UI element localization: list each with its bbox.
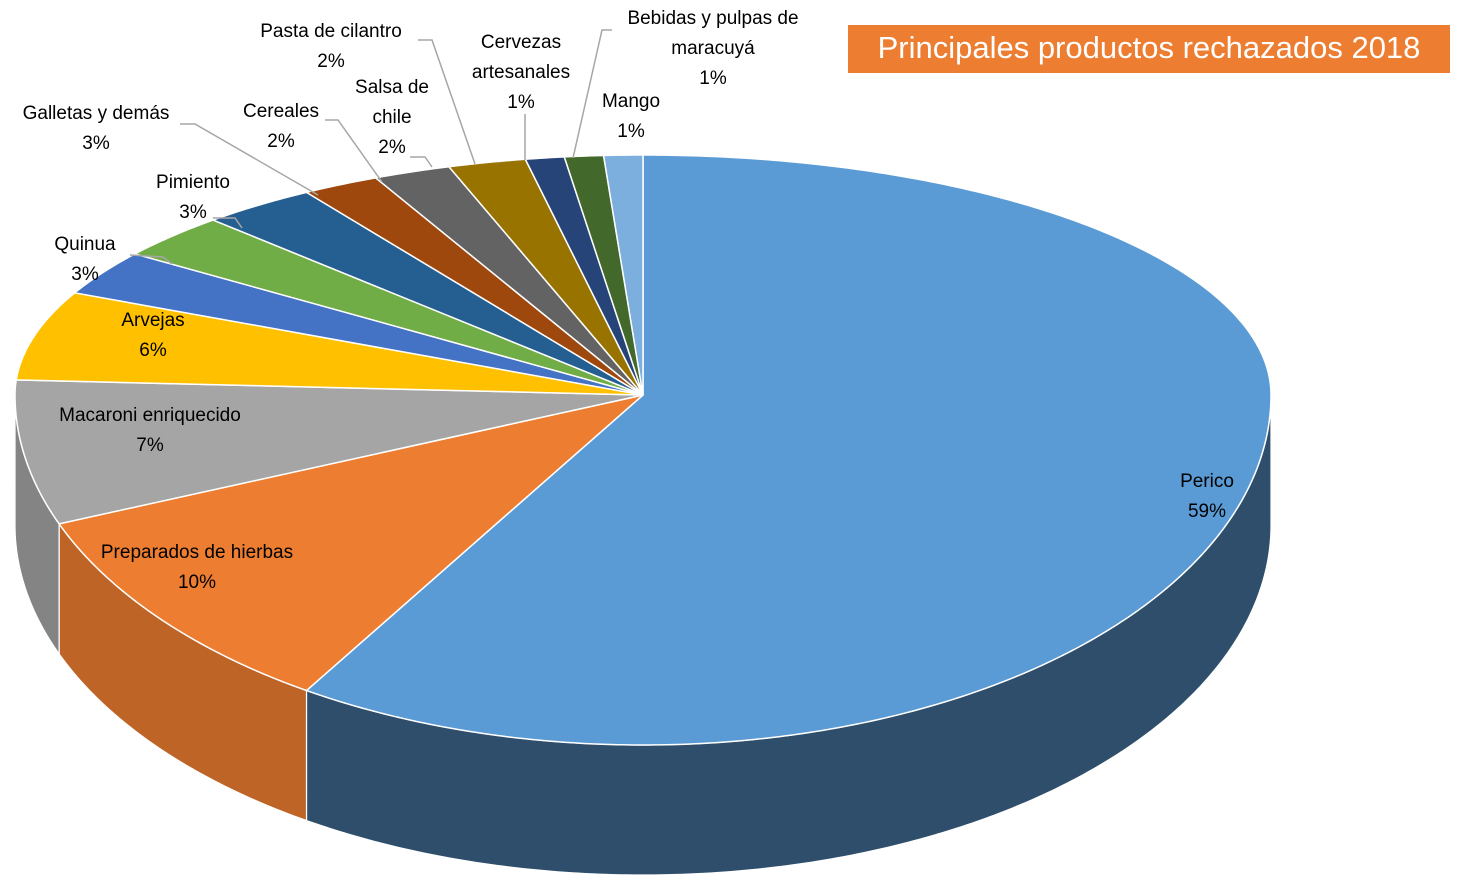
slice — [447, 158, 644, 396]
slice-value-label: 1% — [617, 121, 645, 142]
leader-line — [180, 123, 319, 196]
slice-label: Pasta de cilantro — [260, 21, 402, 42]
slice-label: Mango — [602, 91, 660, 112]
chart-title: Principales productos rechazados 2018 — [878, 30, 1421, 65]
slice — [132, 219, 644, 396]
slice — [304, 177, 644, 396]
slice-label: Bebidas y pulpas de maracuyá — [627, 8, 798, 59]
slice-value-label: 2% — [267, 131, 295, 152]
leader-line — [572, 29, 612, 159]
slice-value-label: 2% — [317, 51, 345, 72]
slice-label: Quinua — [54, 234, 116, 255]
slice-label: Preparados de hierbas — [101, 542, 293, 563]
slice-value-label: 2% — [378, 137, 406, 158]
slice — [15, 292, 644, 396]
slice-value-label: 1% — [507, 92, 535, 113]
slice-label: Galletas y demás — [23, 103, 170, 124]
leader-line — [410, 156, 433, 168]
slice-value-label: 10% — [178, 572, 216, 593]
label-line: chile — [372, 107, 411, 128]
title-box — [848, 25, 1450, 73]
slice — [305, 154, 1272, 746]
slice — [563, 154, 644, 396]
slice — [524, 156, 644, 396]
slice — [57, 394, 644, 692]
slice-value-label: 3% — [71, 264, 99, 285]
slice-label: Perico — [1180, 471, 1234, 492]
slice — [602, 154, 644, 396]
slice — [73, 253, 644, 396]
label-line: maracuyá — [671, 38, 755, 59]
leader-line — [325, 119, 383, 183]
slice-value-label: 1% — [699, 68, 727, 89]
label-line: Bebidas y pulpas de — [627, 8, 798, 29]
slice — [373, 165, 644, 396]
slice-label: Arvejas — [121, 310, 184, 331]
label-line: Salsa de — [355, 77, 429, 98]
slice-label: Salsa de chile — [355, 77, 429, 128]
slice-label: Cervezas artesanales — [472, 32, 570, 83]
slice-value-label: 6% — [139, 340, 167, 361]
slice-value-label: 3% — [179, 202, 207, 223]
leader-line — [213, 217, 243, 229]
slice-value-label: 3% — [82, 133, 110, 154]
slice — [14, 379, 644, 525]
label-line: Cervezas — [481, 32, 561, 53]
slice — [210, 191, 644, 396]
label-line: artesanales — [472, 62, 570, 83]
slice-value-label: 59% — [1188, 501, 1226, 522]
leader-line — [129, 254, 173, 265]
slice-value-label: 7% — [136, 435, 164, 456]
leader-line — [418, 39, 476, 165]
slice-label: Cereales — [243, 101, 319, 122]
slice-label: Macaroni enriquecido — [59, 405, 241, 426]
slice-label: Pimiento — [156, 172, 230, 193]
